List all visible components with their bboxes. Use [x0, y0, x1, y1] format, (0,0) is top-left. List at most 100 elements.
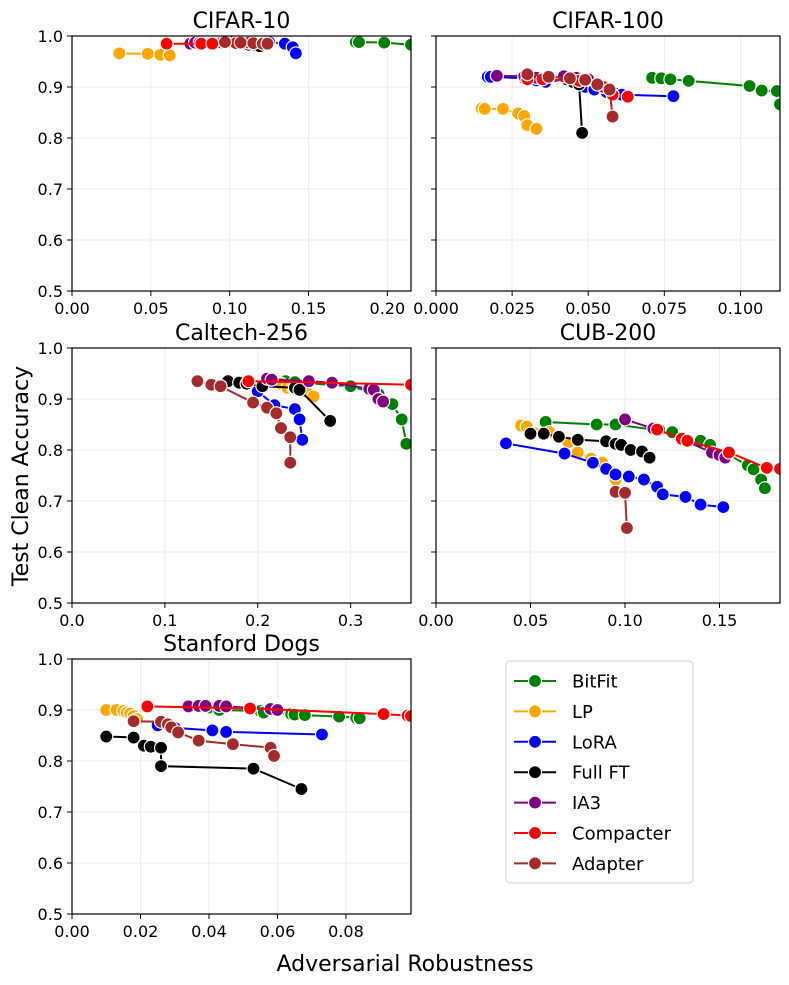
data-point — [126, 730, 141, 745]
x-tick-label: 0.100 — [718, 299, 764, 318]
data-point — [292, 382, 307, 397]
legend-item: Compacter — [514, 824, 672, 845]
x-tick-label: 0.1 — [152, 611, 177, 630]
data-point — [140, 46, 155, 61]
y-tick-label: 1.0 — [38, 27, 63, 46]
y-tick-label: 0.6 — [38, 231, 63, 250]
data-point — [269, 406, 284, 421]
subplot-title: CUB-200 — [560, 321, 657, 346]
series-compacter — [241, 374, 411, 392]
subplot-title: CIFAR-100 — [552, 9, 664, 34]
data-point — [520, 67, 535, 82]
data-point — [273, 420, 289, 436]
y-tick-label: 0.9 — [38, 701, 63, 720]
x-tick-label: 0.000 — [413, 299, 459, 318]
data-point — [570, 432, 585, 447]
x-tick-label: 0.02 — [123, 922, 159, 941]
data-point — [590, 77, 605, 92]
subplot-grid: 0.5 0.6 0.7 0.8 0.9 1.0 0.00 0.05 0.10 0.15 0.20 CI… — [38, 9, 781, 941]
y-tick-label: 0.7 — [38, 180, 63, 199]
data-point — [495, 101, 511, 117]
data-point — [681, 73, 696, 88]
y-tick-label: 0.7 — [38, 803, 63, 822]
data-point — [754, 83, 769, 98]
x-axis-label: Adversarial Robustness — [276, 952, 533, 977]
data-point — [617, 412, 633, 427]
legend-marker — [527, 856, 543, 871]
subplot-title: Caltech-256 — [175, 321, 308, 346]
data-point — [585, 455, 600, 470]
data-point — [162, 48, 177, 63]
legend-label: BitFit — [572, 672, 618, 693]
axes-frame — [71, 658, 412, 915]
data-point — [529, 121, 544, 136]
data-point — [266, 748, 282, 764]
legend-item: Full FT — [514, 763, 631, 784]
data-point — [323, 413, 338, 429]
data-point — [663, 72, 678, 87]
data-point — [198, 698, 213, 714]
data-point — [680, 433, 695, 448]
legend-label: LP — [572, 702, 593, 723]
data-point — [541, 69, 556, 84]
legend-label: Adapter — [572, 854, 644, 875]
series-full-ft — [99, 729, 309, 797]
series-ia3 — [259, 371, 391, 409]
data-point — [678, 489, 693, 505]
data-point — [376, 706, 391, 722]
data-point — [578, 72, 593, 87]
data-point — [399, 436, 411, 451]
y-tick-label: 0.9 — [38, 390, 63, 409]
data-point — [403, 37, 411, 52]
data-point — [153, 758, 169, 774]
data-point — [301, 374, 316, 389]
data-point — [759, 460, 774, 475]
data-point — [757, 481, 772, 496]
subplot: 0.00 0.05 0.10 0.15 CUB-200 — [418, 321, 781, 630]
series-adapter — [608, 484, 635, 536]
data-point — [589, 417, 604, 432]
x-tick-label: 0.15 — [291, 299, 327, 318]
data-point — [636, 472, 652, 487]
series-bitfit — [645, 70, 780, 112]
x-tick-label: 0.10 — [212, 299, 248, 318]
series-line — [197, 380, 292, 463]
legend: BitFit LP LoRA Full FT IA3 Compacter Adapter — [505, 660, 694, 884]
x-tick-label: 0.04 — [191, 922, 227, 941]
data-point — [551, 429, 566, 444]
axes-frame — [71, 347, 412, 604]
grid — [71, 658, 411, 915]
x-tick-label: 0.05 — [133, 299, 169, 318]
legend-item: IA3 — [514, 793, 601, 814]
x-tick-label: 0.00 — [54, 299, 90, 318]
x-tick-label: 0.06 — [260, 922, 296, 941]
legend-marker — [527, 673, 543, 689]
legend-marker — [527, 704, 543, 719]
data-point — [331, 709, 347, 724]
data-point — [295, 432, 310, 447]
data-point — [352, 711, 367, 726]
data-point — [772, 461, 780, 476]
y-tick-label: 0.8 — [38, 129, 63, 148]
data-point — [171, 725, 186, 740]
legend-item: BitFit — [514, 672, 618, 693]
data-point — [575, 125, 590, 140]
data-point — [246, 395, 261, 410]
data-point — [557, 446, 572, 461]
legend-items: BitFit LP LoRA Full FT IA3 Compacter Adapter — [514, 672, 672, 875]
data-point — [190, 374, 205, 389]
axes-frame — [71, 35, 412, 292]
y-tick-label: 0.5 — [38, 905, 63, 924]
data-point — [536, 426, 551, 441]
data-point — [283, 430, 298, 445]
y-tick-label: 1.0 — [38, 339, 63, 358]
data-point — [403, 377, 411, 392]
series-line — [248, 380, 411, 386]
plot-area — [99, 698, 411, 797]
data-point — [191, 733, 206, 748]
series-compacter — [650, 422, 780, 476]
legend-item: LoRA — [514, 732, 618, 753]
subplot: 0.5 0.6 0.7 0.8 0.9 1.0 0.00 0.05 0.10 0.15 0.20 CI… — [38, 9, 412, 318]
plot-area — [190, 371, 411, 470]
legend-label: IA3 — [572, 793, 601, 814]
